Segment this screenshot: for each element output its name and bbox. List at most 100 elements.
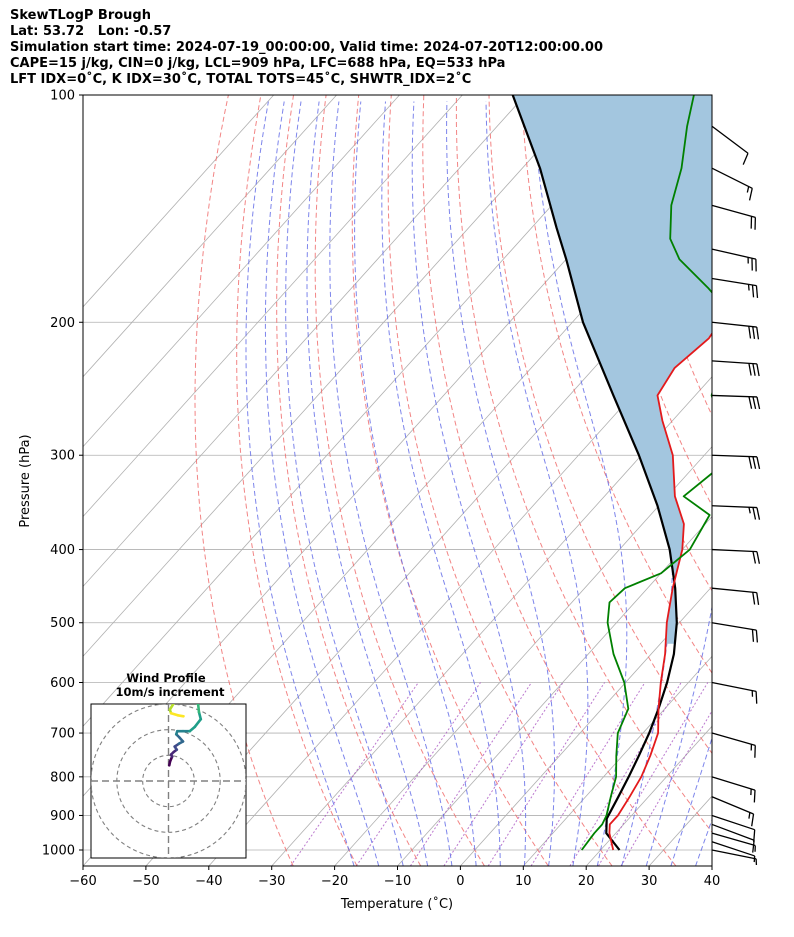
time-line: Simulation start time: 2024-07-19_00:00:… bbox=[10, 40, 603, 55]
y-tick-label: 700 bbox=[50, 727, 75, 742]
mixing-ratio-line bbox=[355, 682, 481, 866]
dry-adiabat bbox=[276, 95, 422, 866]
x-tick-label: 20 bbox=[578, 874, 595, 889]
dry-adiabat bbox=[750, 95, 794, 866]
isotherm-line bbox=[83, 95, 652, 727]
isotherm-line bbox=[460, 585, 712, 866]
y-tick-label: 200 bbox=[50, 316, 75, 331]
x-axis-label: Temperature (˚C) bbox=[340, 896, 453, 912]
wind-barb-shaft bbox=[711, 204, 756, 218]
wind-barb-feather bbox=[748, 456, 753, 469]
wind-barb-feather bbox=[756, 326, 760, 340]
moist-adiabats bbox=[245, 101, 712, 866]
moist-adiabat bbox=[264, 101, 380, 866]
wind-barb-shaft bbox=[711, 849, 757, 860]
wind-barb-feather bbox=[752, 507, 757, 520]
wind-barb bbox=[711, 394, 761, 410]
wind-barb bbox=[711, 622, 759, 643]
hodograph-inset: Wind Profile 10m/s increment bbox=[90, 671, 247, 859]
wind-barb bbox=[711, 167, 753, 201]
wind-barb-shaft bbox=[711, 248, 757, 260]
y-tick-label: 800 bbox=[50, 770, 75, 785]
wind-barb-feather bbox=[752, 592, 756, 605]
isotherm-line bbox=[83, 95, 463, 518]
wind-barb bbox=[711, 321, 760, 340]
wind-barb bbox=[711, 454, 761, 470]
wind-barb-feather bbox=[753, 829, 756, 843]
wind-barb-feather bbox=[748, 326, 752, 339]
wind-barb-half-feather bbox=[747, 284, 750, 291]
wind-barb-feather bbox=[752, 326, 756, 339]
hodograph-subtitle: 10m/s increment bbox=[116, 685, 225, 699]
dewpoint-line bbox=[580, 95, 712, 851]
y-tick-label: 100 bbox=[50, 89, 75, 104]
x-tick-label: 40 bbox=[704, 874, 721, 889]
wind-barb bbox=[711, 841, 756, 863]
wind-barb-shaft bbox=[711, 587, 757, 594]
isotherm-line bbox=[334, 446, 712, 866]
wind-barb-shaft bbox=[711, 321, 757, 328]
x-axis-ticks: −60 −50 −40 −30 −20 −10 0 10 20 30 40 bbox=[69, 866, 720, 889]
wind-barb-shaft bbox=[711, 776, 756, 791]
hodograph-title: Wind Profile bbox=[126, 671, 206, 685]
hodograph-plot bbox=[91, 699, 246, 858]
dry-adiabat bbox=[455, 95, 712, 833]
wind-barb-shaft bbox=[711, 167, 753, 189]
dry-adiabat bbox=[782, 95, 794, 866]
moist-adiabat bbox=[285, 101, 404, 866]
mixing-ratio-line bbox=[597, 682, 709, 866]
dry-adiabat bbox=[236, 95, 358, 866]
cape-fill-layer bbox=[512, 95, 712, 644]
parcel-line bbox=[511, 95, 678, 851]
wind-barb-shaft bbox=[711, 841, 755, 857]
hodograph-segment bbox=[196, 704, 200, 707]
wind-barb-shaft bbox=[711, 796, 754, 815]
isotherm-line bbox=[83, 95, 526, 588]
wind-barb bbox=[711, 823, 755, 853]
wind-barb-shaft bbox=[711, 814, 755, 831]
hodograph-segment bbox=[191, 699, 196, 701]
wind-barb-feather bbox=[752, 363, 756, 376]
wind-barb-feather bbox=[756, 592, 760, 605]
wind-barbs bbox=[711, 125, 761, 866]
wind-barb bbox=[711, 277, 759, 298]
wind-barb-feather bbox=[756, 363, 760, 377]
mixing-ratio-line bbox=[443, 682, 564, 866]
y-axis-label: Pressure (hPa) bbox=[18, 434, 33, 527]
wind-barb-feather bbox=[752, 840, 755, 853]
wind-barb bbox=[711, 505, 761, 520]
moist-adiabat bbox=[532, 101, 628, 866]
dry-adiabat bbox=[387, 95, 613, 866]
wind-barb bbox=[711, 776, 756, 803]
wind-barb bbox=[711, 548, 761, 564]
wind-barb-shaft bbox=[711, 732, 756, 747]
moist-adiabat bbox=[329, 101, 453, 866]
wind-barb-feather bbox=[742, 152, 749, 165]
wind-barb bbox=[711, 204, 757, 230]
x-tick-label: 30 bbox=[641, 874, 658, 889]
wind-barb-half-feather bbox=[748, 812, 751, 819]
isotherm-line bbox=[83, 95, 589, 657]
isotherm-line bbox=[83, 95, 337, 378]
mixing-ratio-line bbox=[620, 709, 712, 866]
wind-barb-feather bbox=[752, 456, 757, 469]
x-tick-label: −50 bbox=[132, 874, 159, 889]
wind-barb-half-feather bbox=[748, 507, 751, 514]
x-tick-label: −60 bbox=[69, 874, 96, 889]
hodograph-segment bbox=[176, 713, 185, 718]
moist-adiabat bbox=[245, 101, 355, 866]
hodograph-segment bbox=[168, 704, 175, 711]
isotherm-line bbox=[585, 725, 712, 866]
moist-adiabat bbox=[485, 101, 589, 866]
y-tick-label: 300 bbox=[50, 449, 75, 464]
hodograph-segment bbox=[193, 717, 203, 729]
mixing-ratio-line bbox=[409, 682, 532, 866]
wind-barb bbox=[711, 681, 758, 704]
wind-barb-feather bbox=[755, 691, 758, 704]
dry-adiabat bbox=[488, 95, 712, 755]
isotherm-line bbox=[208, 306, 712, 866]
y-axis-ticks: 1000 900 800 700 600 500 400 300 200 100 bbox=[42, 89, 83, 859]
wind-barb bbox=[711, 796, 755, 827]
mixing-ratio-line bbox=[487, 682, 606, 866]
wind-barb-feather bbox=[751, 629, 755, 642]
